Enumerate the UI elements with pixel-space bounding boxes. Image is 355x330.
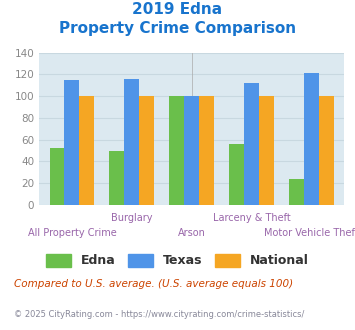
Bar	[244, 83, 259, 205]
Bar	[199, 96, 214, 205]
Bar	[139, 96, 154, 205]
Text: Larceny & Theft: Larceny & Theft	[213, 213, 290, 223]
Text: Property Crime Comparison: Property Crime Comparison	[59, 21, 296, 36]
Bar	[229, 144, 244, 205]
Bar	[319, 96, 334, 205]
Legend: Edna, Texas, National: Edna, Texas, National	[41, 249, 314, 273]
Text: © 2025 CityRating.com - https://www.cityrating.com/crime-statistics/: © 2025 CityRating.com - https://www.city…	[14, 310, 305, 319]
Bar	[304, 73, 319, 205]
Bar	[65, 80, 80, 205]
Bar	[80, 96, 94, 205]
Bar	[50, 148, 65, 205]
Text: Compared to U.S. average. (U.S. average equals 100): Compared to U.S. average. (U.S. average …	[14, 279, 293, 289]
Bar	[109, 151, 124, 205]
Bar	[169, 96, 184, 205]
Text: Burglary: Burglary	[111, 213, 153, 223]
Text: Motor Vehicle Theft: Motor Vehicle Theft	[264, 228, 355, 238]
Text: Arson: Arson	[178, 228, 206, 238]
Bar	[289, 179, 304, 205]
Text: All Property Crime: All Property Crime	[28, 228, 116, 238]
Bar	[184, 96, 199, 205]
Bar	[124, 79, 139, 205]
Text: 2019 Edna: 2019 Edna	[132, 2, 223, 16]
Bar	[259, 96, 274, 205]
